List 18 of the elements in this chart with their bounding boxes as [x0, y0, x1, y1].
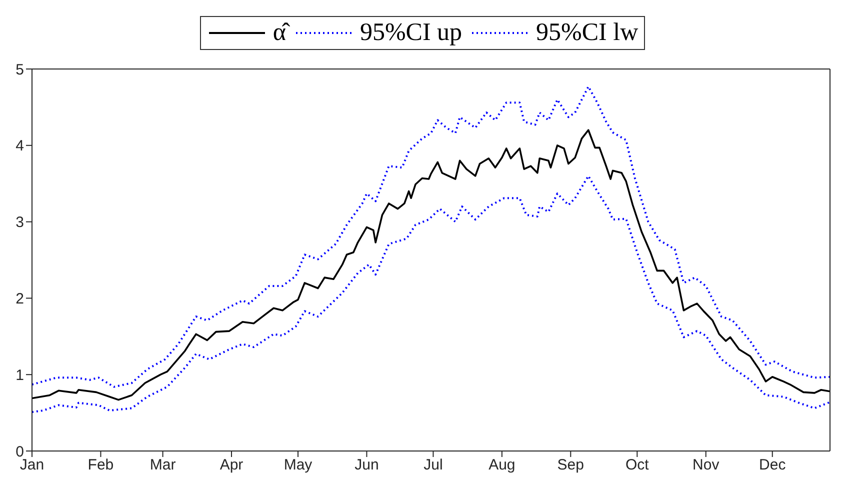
x-tick-label: Sep — [557, 456, 584, 474]
x-tick-label: Jun — [354, 456, 379, 474]
x-tick-label: Jul — [424, 456, 443, 474]
legend-label: 95%CI lw — [536, 19, 638, 47]
x-tick-label: Dec — [759, 456, 786, 474]
y-tick-label: 3 — [16, 214, 24, 232]
x-tick-label: May — [284, 456, 313, 474]
x-tick-label: Aug — [488, 456, 516, 474]
y-tick-label: 1 — [16, 366, 24, 384]
x-tick-label: Nov — [692, 456, 720, 474]
x-tick-label: Mar — [150, 456, 176, 474]
y-tick-label: 2 — [16, 290, 24, 308]
x-tick-label: Oct — [625, 456, 650, 474]
legend-label: 95%CI up — [360, 19, 462, 47]
y-tick-label: 4 — [16, 138, 24, 155]
x-tick-label: Feb — [88, 456, 114, 474]
y-tick-label: 5 — [16, 61, 24, 78]
x-tick-label: Apr — [220, 456, 244, 474]
